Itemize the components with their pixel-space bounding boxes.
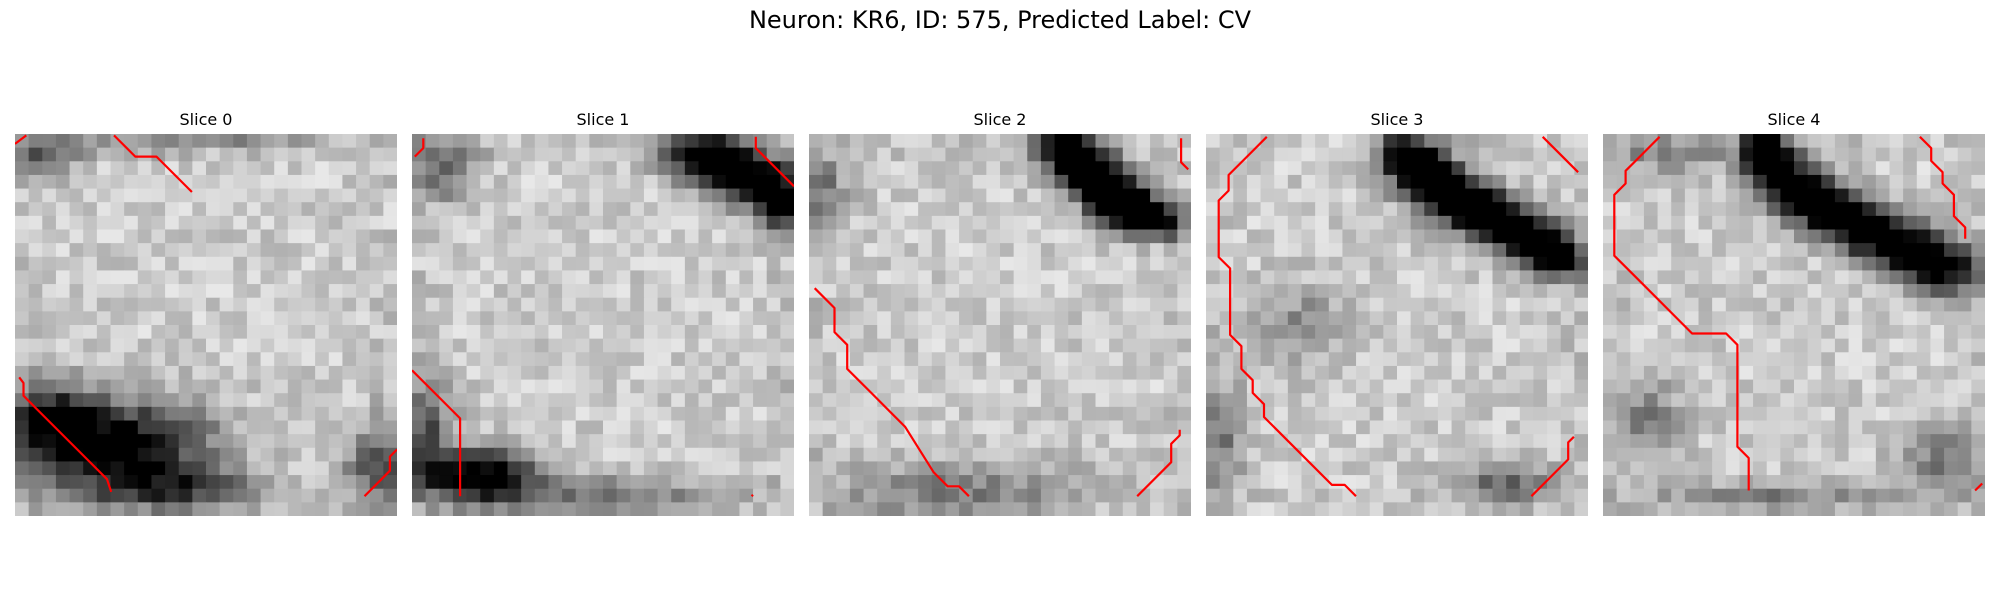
- contour-line: [1530, 436, 1575, 497]
- slice-panel-0: Slice 0: [15, 108, 397, 516]
- slice-image: [1603, 134, 1985, 516]
- slice-panel-1: Slice 1: [412, 108, 794, 516]
- slice-panel-4: Slice 4: [1603, 108, 1985, 516]
- contour-line: [813, 287, 970, 497]
- pixel-grid: [1206, 134, 1588, 516]
- slice-image: [1206, 134, 1588, 516]
- pixel-grid: [1603, 134, 1985, 516]
- slice-panel-3: Slice 3: [1206, 108, 1588, 516]
- contour-line: [1919, 136, 1967, 239]
- slice-title: Slice 4: [1767, 110, 1821, 129]
- slice-title: Slice 2: [973, 110, 1027, 129]
- slice-title: Slice 3: [1370, 110, 1424, 129]
- contour-line: [754, 136, 794, 188]
- contour-line: [1136, 429, 1181, 497]
- contour-line: [1613, 136, 1750, 491]
- slice-title: Slice 1: [576, 110, 630, 129]
- slice-panel-2: Slice 2: [809, 108, 1191, 516]
- slice-image: [412, 134, 794, 516]
- pixel-grid: [809, 134, 1191, 516]
- contour-line: [414, 138, 425, 158]
- contour-line: [363, 448, 397, 497]
- contour-line: [113, 134, 193, 193]
- contour-line: [1217, 136, 1357, 497]
- contour-line: [1974, 482, 1983, 492]
- contour-line: [1180, 138, 1189, 171]
- pixel-grid: [15, 134, 397, 516]
- pixel-grid: [412, 134, 794, 516]
- slice-title: Slice 0: [179, 110, 233, 129]
- slice-image: [15, 134, 397, 516]
- contour-line: [15, 134, 27, 145]
- contour-line: [1541, 136, 1579, 173]
- contour-line: [412, 369, 462, 497]
- slice-image: [809, 134, 1191, 516]
- contour-line: [750, 494, 754, 497]
- contour-line: [18, 376, 113, 493]
- figure-title: Neuron: KR6, ID: 575, Predicted Label: C…: [748, 6, 1252, 34]
